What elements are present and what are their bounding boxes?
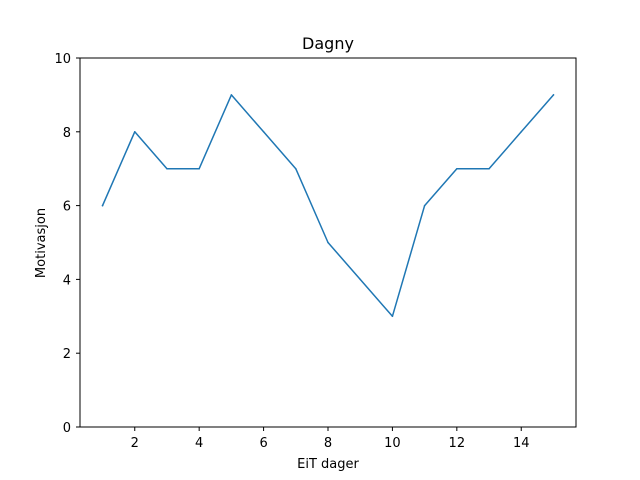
x-tick-label: 12 (449, 436, 466, 451)
data-point (295, 167, 297, 170)
data-point (166, 167, 168, 170)
data-point (101, 204, 104, 207)
x-tick-label: 14 (513, 436, 530, 451)
y-tick-label: 8 (63, 126, 71, 141)
data-point (456, 167, 458, 170)
data-point (488, 167, 490, 170)
x-axis-label: EiT dager (297, 457, 359, 472)
plot-area-frame (79, 57, 577, 428)
data-point (359, 278, 361, 281)
y-tick-label: 6 (63, 200, 71, 215)
x-tick-label: 8 (324, 436, 332, 451)
data-point (230, 94, 233, 96)
x-tick-label: 4 (195, 436, 203, 451)
x-tick-label: 2 (131, 436, 139, 451)
plot-data-layer (101, 93, 555, 318)
x-tick-label: 6 (259, 436, 267, 451)
data-point (134, 131, 136, 133)
y-tick-label: 2 (63, 347, 71, 362)
y-tick-label: 4 (63, 273, 71, 288)
data-point (552, 94, 555, 96)
data-point (327, 241, 329, 244)
data-point (520, 131, 522, 133)
data-point (198, 167, 200, 170)
x-tick-label: 10 (384, 436, 401, 451)
data-point (423, 204, 426, 207)
ticks-layer: 2 4 6 8 10 12 14 0 2 4 6 8 10 (54, 52, 529, 451)
y-axis-label: Motivasjon (34, 208, 49, 278)
chart-title: Dagny (302, 34, 354, 53)
data-point (262, 131, 265, 133)
y-tick-label: 10 (54, 52, 71, 67)
data-point (391, 315, 394, 318)
y-tick-label: 0 (63, 421, 71, 436)
